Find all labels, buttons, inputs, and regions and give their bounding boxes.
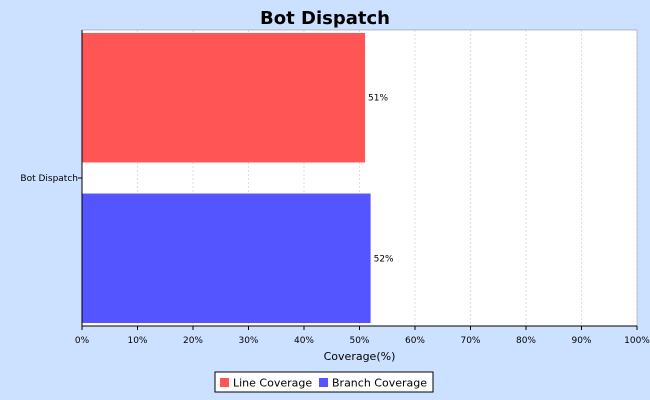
data-label-line-coverage: 51% — [368, 94, 388, 104]
x-axis-title: Coverage(%) — [324, 350, 396, 363]
bar-group — [82, 32, 371, 324]
data-label-branch-coverage: 52% — [374, 254, 394, 264]
x-tick-label: 10% — [127, 336, 147, 346]
legend-swatch-line-coverage — [220, 378, 229, 387]
legend: Line Coverage Branch Coverage — [214, 371, 434, 393]
bar-branch-coverage — [82, 193, 371, 324]
x-tick-group: 0% 10% 20% 30% 40% 50% 60% 70% 80% 90% 100% — [75, 326, 650, 346]
x-tick-label: 30% — [238, 336, 258, 346]
x-tick-label: 80% — [516, 336, 536, 346]
x-tick-label: 90% — [571, 336, 591, 346]
x-tick-label: 0% — [75, 336, 90, 346]
legend-label-line-coverage: Line Coverage — [233, 377, 312, 390]
x-tick-label: 70% — [460, 336, 480, 346]
x-tick-label: 20% — [183, 336, 203, 346]
x-tick-label: 50% — [349, 336, 369, 346]
legend-swatch-branch-coverage — [319, 378, 328, 387]
data-label-group: 51% 52% — [368, 94, 394, 265]
legend-label-branch-coverage: Branch Coverage — [332, 377, 427, 390]
x-tick-label: 100% — [624, 336, 650, 346]
y-category-label: Bot Dispatch — [20, 174, 78, 184]
x-tick-label: 40% — [294, 336, 314, 346]
chart-title: Bot Dispatch — [260, 8, 390, 29]
bar-line-coverage — [82, 32, 366, 163]
x-tick-label: 60% — [405, 336, 425, 346]
y-tick-group: Bot Dispatch — [20, 174, 82, 184]
